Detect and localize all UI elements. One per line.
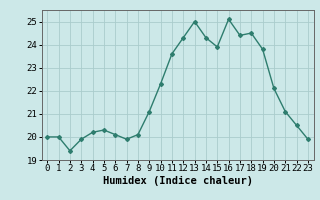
X-axis label: Humidex (Indice chaleur): Humidex (Indice chaleur)	[103, 176, 252, 186]
